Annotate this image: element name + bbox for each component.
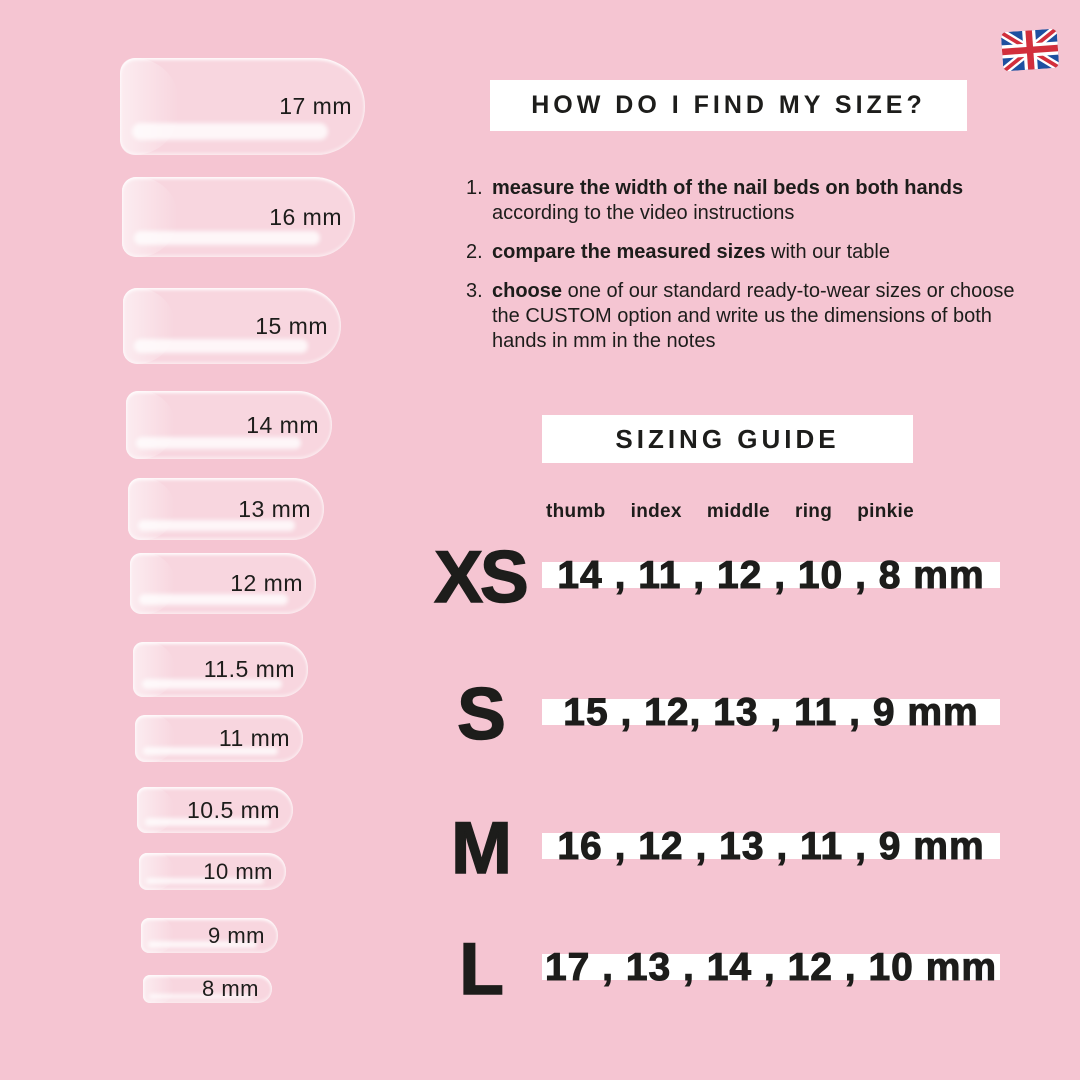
nail-size-label: 10.5 mm: [187, 796, 280, 823]
step-number: 1.: [466, 177, 483, 199]
instruction-step: 3. choose one of our standard ready-to-w…: [466, 279, 1018, 354]
step-text: compare the measured sizes with our tabl…: [492, 240, 890, 265]
nail-tip: 10 mm: [139, 853, 286, 890]
step-text: choose one of our standard ready-to-wear…: [492, 279, 1018, 354]
step-number: 3.: [466, 280, 483, 302]
nail-tip: 8 mm: [143, 975, 272, 1003]
size-values: 17 , 13 , 14 , 12 , 10 mm: [544, 945, 998, 989]
step-bold-text: measure the width of the nail beds on bo…: [492, 177, 964, 199]
how-to-title: HOW DO I FIND MY SIZE?: [490, 80, 967, 131]
nail-tip: 10.5 mm: [137, 787, 293, 833]
size-values-strip: 14 , 11 , 12 , 10 , 8 mm: [542, 555, 1000, 595]
nail-size-label: 9 mm: [208, 922, 265, 948]
size-letter: XS: [434, 537, 530, 618]
nail-tip: 11 mm: [135, 715, 303, 762]
nail-tip: 12 mm: [130, 553, 316, 614]
sizing-guide-title-text: SIZING GUIDE: [615, 423, 840, 454]
step-rest-text: one of our standard ready-to-wear sizes …: [492, 280, 1015, 352]
finger-column-label: index: [630, 501, 682, 522]
nail-size-label: 11.5 mm: [203, 656, 295, 682]
size-values-strip: 17 , 13 , 14 , 12 , 10 mm: [542, 947, 1000, 987]
uk-flag-icon: [1000, 28, 1060, 72]
instructions: 1. measure the width of the nail beds on…: [466, 176, 1018, 368]
nail-tip: 13 mm: [128, 478, 324, 540]
nail-size-label: 15 mm: [255, 312, 328, 339]
size-letter: M: [450, 808, 512, 889]
nail-size-label: 10 mm: [203, 858, 273, 884]
finger-column-label: thumb: [546, 501, 606, 522]
step-number: 2.: [466, 241, 483, 263]
step-rest-text: according to the video instructions: [492, 202, 795, 224]
nail-tip: 17 mm: [120, 58, 365, 155]
nail-tip: 9 mm: [141, 918, 278, 953]
nail-size-label: 11 mm: [218, 725, 290, 751]
size-letter: S: [456, 674, 506, 755]
size-values: 14 , 11 , 12 , 10 , 8 mm: [557, 553, 985, 597]
nail-size-label: 17 mm: [279, 93, 352, 119]
nail-size-label: 14 mm: [246, 411, 319, 438]
finger-column-label: middle: [706, 501, 770, 522]
size-values: 15 , 12, 13 , 11 , 9 mm: [563, 690, 979, 734]
how-to-title-text: HOW DO I FIND MY SIZE?: [531, 91, 926, 119]
nail-size-label: 13 mm: [238, 495, 311, 522]
step-text: measure the width of the nail beds on bo…: [492, 176, 1018, 226]
nail-tip: 15 mm: [123, 288, 341, 364]
nail-size-label: 8 mm: [202, 976, 259, 1001]
sizing-guide-title: SIZING GUIDE: [542, 415, 913, 463]
size-values: 16 , 12 , 13 , 11 , 9 mm: [557, 824, 985, 868]
instruction-step: 2. compare the measured sizes with our t…: [466, 240, 1018, 265]
finger-columns: thumb index middle ring pinkie: [546, 501, 914, 523]
step-bold-text: compare the measured sizes: [492, 241, 766, 263]
nail-size-label: 12 mm: [230, 570, 303, 596]
nail-tip: 14 mm: [126, 391, 332, 459]
uk-flag-svg: [1000, 28, 1060, 72]
size-letter: L: [458, 929, 504, 1010]
step-bold-text: choose: [492, 280, 563, 302]
finger-column-label: pinkie: [857, 501, 914, 522]
size-values-strip: 15 , 12, 13 , 11 , 9 mm: [542, 692, 1000, 732]
instruction-step: 1. measure the width of the nail beds on…: [466, 176, 1018, 226]
step-rest-text: with our table: [765, 241, 890, 263]
nail-tip: 16 mm: [122, 177, 355, 257]
nail-tip: 11.5 mm: [133, 642, 308, 697]
nail-size-label: 16 mm: [269, 203, 342, 230]
size-values-strip: 16 , 12 , 13 , 11 , 9 mm: [542, 826, 1000, 866]
finger-column-label: ring: [795, 501, 833, 522]
